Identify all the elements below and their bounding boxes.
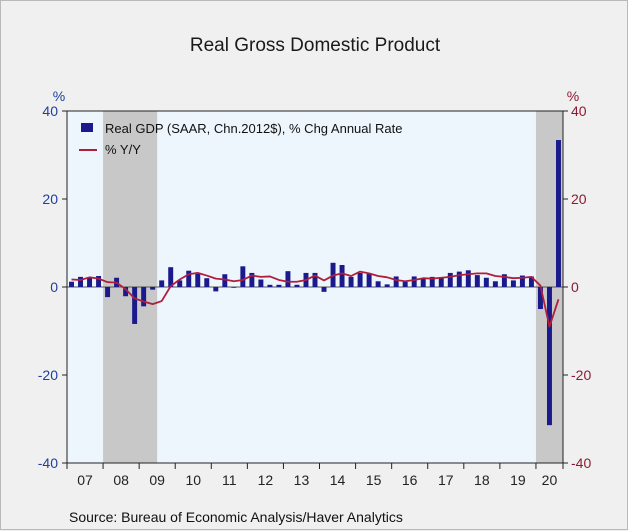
- y-left-unit: %: [53, 88, 65, 104]
- x-year-label: 20: [542, 472, 558, 488]
- gdp-bar: [528, 276, 534, 287]
- gdp-bar: [537, 287, 543, 309]
- gdp-bar: [213, 287, 219, 292]
- gdp-bar: [366, 273, 372, 287]
- gdp-bar: [123, 287, 129, 297]
- gdp-bar: [195, 273, 201, 287]
- gdp-bar: [150, 287, 156, 290]
- gdp-bar: [249, 272, 255, 287]
- gdp-bar: [132, 287, 138, 324]
- gdp-bar: [159, 280, 165, 287]
- y-left-tick-label: 0: [50, 279, 58, 295]
- gdp-bar: [375, 281, 381, 287]
- yoy-line-group: [71, 270, 560, 328]
- gdp-bar: [510, 280, 516, 287]
- gdp-bar: [168, 267, 174, 287]
- gdp-bar: [384, 284, 390, 287]
- gdp-bar: [204, 278, 210, 287]
- x-year-label: 09: [149, 472, 165, 488]
- x-year-label: 19: [510, 472, 526, 488]
- gdp-bar: [240, 266, 246, 287]
- y-axis-ticks: 40 20 0 -20 -40 40 20 0 -20 -40: [38, 103, 592, 471]
- gdp-bar: [465, 270, 471, 287]
- gdp-bar: [321, 287, 327, 292]
- gdp-bar: [96, 276, 102, 287]
- gdp-bar: [393, 276, 399, 287]
- gdp-bar: [258, 279, 264, 287]
- gdp-bars: [69, 140, 561, 426]
- gdp-bar: [438, 277, 444, 287]
- chart-title: Real Gross Domestic Product: [190, 35, 441, 56]
- gdp-bar: [312, 272, 318, 287]
- gdp-bar: [78, 276, 84, 287]
- x-year-label: 16: [402, 472, 418, 488]
- gdp-bar: [556, 140, 561, 287]
- gdp-bar: [357, 272, 363, 287]
- x-year-label: 07: [77, 472, 93, 488]
- legend-label-bar: Real GDP (SAAR, Chn.2012$), % Chg Annual…: [105, 121, 402, 136]
- gdp-bar: [474, 275, 480, 287]
- gdp-bar: [69, 281, 74, 287]
- gdp-bar: [519, 275, 525, 287]
- gdp-bar: [492, 281, 498, 287]
- gdp-bar: [285, 271, 291, 287]
- gdp-bar: [447, 272, 453, 287]
- y-right-tick-label: -20: [571, 367, 591, 383]
- gdp-bar: [420, 278, 426, 287]
- y-left-tick-label: -40: [38, 455, 58, 471]
- gdp-bar: [105, 287, 111, 298]
- y-right-tick-label: -40: [571, 455, 591, 471]
- x-year-label: 14: [330, 472, 346, 488]
- gdp-bar: [411, 276, 417, 287]
- y-left-tick-label: 40: [42, 103, 58, 119]
- legend-swatch-bar: [81, 123, 93, 132]
- yoy-line: [71, 270, 560, 328]
- gdp-bar: [429, 276, 435, 287]
- y-right-unit: %: [567, 88, 579, 104]
- x-year-label: 17: [438, 472, 454, 488]
- x-year-label: 13: [294, 472, 310, 488]
- x-year-label: 08: [113, 472, 129, 488]
- x-year-label: 11: [222, 472, 237, 488]
- gdp-bar: [546, 287, 552, 426]
- x-axis-ticks: 07 08 09 10 11 12 13 14 15 16 17 18 19 20: [66, 463, 564, 488]
- legend-label-line: % Y/Y: [105, 142, 141, 157]
- x-year-label: 15: [366, 472, 382, 488]
- gdp-bar: [339, 265, 345, 287]
- x-year-label: 12: [258, 472, 274, 488]
- x-year-label: 10: [185, 472, 201, 488]
- gdp-bar: [501, 274, 507, 287]
- gdp-bar: [231, 287, 237, 288]
- y-left-tick-label: -20: [38, 367, 58, 383]
- gdp-bar: [222, 274, 228, 287]
- y-left-tick-label: 20: [42, 191, 58, 207]
- gdp-bar: [402, 281, 408, 287]
- y-right-tick-label: 40: [571, 103, 587, 119]
- gdp-bar: [87, 277, 93, 287]
- gdp-bar: [456, 271, 462, 287]
- gdp-bar: [186, 270, 192, 287]
- gdp-bar: [141, 287, 147, 307]
- y-right-tick-label: 0: [571, 279, 579, 295]
- source-note: Source: Bureau of Economic Analysis/Have…: [69, 509, 403, 525]
- gdp-bar: [276, 284, 282, 287]
- y-right-tick-label: 20: [571, 191, 587, 207]
- gdp-bar: [348, 276, 354, 287]
- x-year-label: 18: [474, 472, 490, 488]
- gdp-bar: [267, 284, 273, 287]
- legend: Real GDP (SAAR, Chn.2012$), % Chg Annual…: [79, 121, 402, 157]
- gdp-bar: [294, 284, 300, 287]
- gdp-bar: [177, 280, 183, 287]
- gdp-bar: [483, 277, 489, 287]
